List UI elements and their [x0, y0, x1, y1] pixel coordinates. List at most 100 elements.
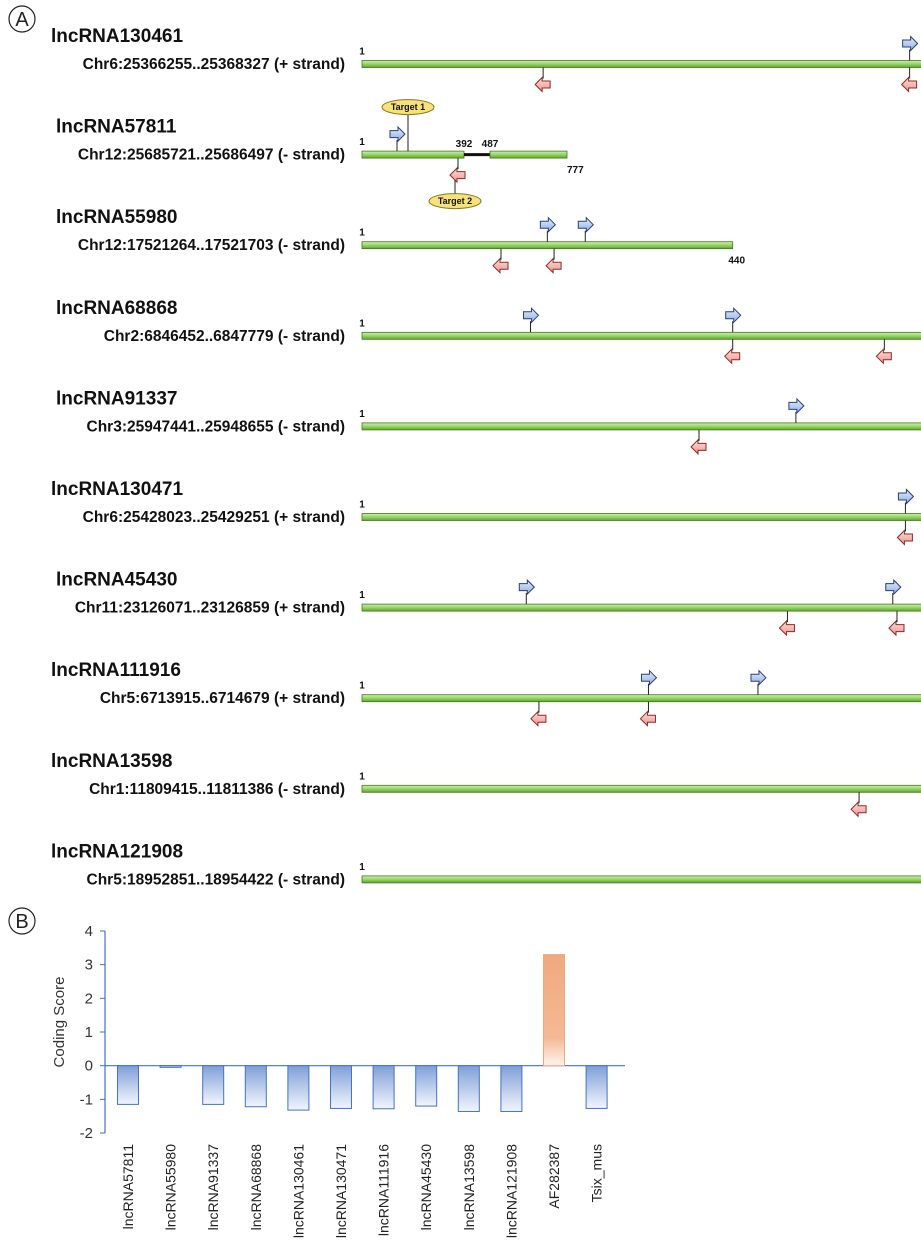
reverse-arrow-icon: [492, 257, 509, 274]
forward-arrow-icon: [902, 35, 919, 52]
transcript-coordinates: Chr2:6846452..6847779 (- strand): [104, 328, 345, 345]
transcript-bar: [361, 60, 921, 68]
bar: [287, 1065, 310, 1111]
transcript-bar: [361, 694, 921, 703]
transcript-name: lncRNA57811: [56, 117, 177, 138]
gap-start-label: 392: [456, 139, 473, 150]
x-category-label: Tsix_mus: [589, 1144, 605, 1202]
transcript-row: lncRNA91337 Chr3:25947441..25948655 (- st…: [56, 388, 921, 456]
y-tick-label: 3: [85, 957, 93, 974]
forward-arrow-icon: [640, 669, 658, 686]
transcript-name: lncRNA130461: [51, 26, 183, 47]
forward-arrow-icon: [523, 307, 540, 324]
forward-arrow-icon: [518, 578, 535, 596]
reverse-arrow-icon: [850, 801, 867, 818]
bar: [330, 1065, 352, 1109]
transcript-start-label: 1: [359, 681, 365, 692]
reverse-arrow-icon: [639, 710, 656, 727]
bar: [117, 1065, 139, 1105]
x-category-label: lncRNA55980: [163, 1144, 179, 1231]
panel-b-letter: B: [15, 911, 28, 933]
panel-a-letter: A: [15, 9, 29, 31]
transcript-name: lncRNA68868: [56, 298, 177, 319]
y-tick-label: 4: [85, 923, 93, 940]
transcript-row: lncRNA45430 Chr11:23126071..23126859 (+ s…: [56, 570, 921, 637]
reverse-arrow-icon: [690, 438, 707, 456]
reverse-arrow-icon: [723, 348, 741, 365]
y-tick-label: 1: [85, 1024, 93, 1041]
transcript-start-label: 1: [359, 318, 365, 329]
transcript-coordinates: Chr6:25366255..25368327 (+ strand): [83, 56, 345, 73]
transcript-row: lncRNA55980 Chr12:17521264..17521703 (- s…: [56, 207, 745, 274]
transcript-start-label: 1: [359, 771, 365, 782]
transcript-tracks: lncRNA130461 Chr6:25366255..25368327 (+ s…: [51, 26, 921, 888]
bar: [585, 1065, 608, 1109]
bar: [500, 1065, 523, 1112]
target-2-label: Target 2: [438, 196, 472, 206]
panel-b-label: B: [8, 907, 36, 935]
forward-arrow-icon: [389, 125, 406, 143]
x-category-label: AF282387: [546, 1144, 562, 1209]
reverse-arrow-icon: [888, 619, 905, 637]
transcript-bar: [361, 513, 921, 521]
transcript-row: lncRNA130471 Chr6:25428023..25429251 (+ s…: [51, 479, 921, 546]
transcript-name: lncRNA121908: [51, 841, 183, 862]
transcript-name: lncRNA91337: [56, 388, 177, 409]
transcript-row: lncRNA68868 Chr2:6846452..6847779 (- stra…: [56, 298, 921, 365]
exon-bar: [489, 150, 568, 159]
transcript-start-label: 1: [359, 47, 365, 58]
y-tick-label: -2: [80, 1125, 93, 1142]
transcript-bar: [361, 784, 921, 793]
transcript-bar: [361, 875, 921, 884]
transcript-end-label: 777: [567, 165, 584, 176]
transcript-start-label: 1: [359, 500, 365, 511]
transcript-row: lncRNA121908 Chr5:18952851..18954422 (- s…: [51, 841, 921, 888]
transcript-start-label: 1: [359, 228, 365, 239]
reverse-arrow-icon: [778, 619, 795, 637]
transcript-row: lncRNA57811 Chr12:25685721..25686497 (- s…: [56, 99, 584, 210]
transcript-name: lncRNA45430: [56, 570, 177, 591]
transcript-name: lncRNA111916: [51, 660, 181, 681]
bar: [457, 1065, 480, 1112]
transcript-coordinates: Chr6:25428023..25429251 (+ strand): [83, 509, 345, 526]
transcript-coordinates: Chr5:18952851..18954422 (- strand): [87, 871, 345, 888]
forward-arrow-icon: [725, 307, 742, 324]
reverse-arrow-icon: [545, 257, 562, 274]
transcript-start-label: 1: [359, 409, 365, 420]
exon-bar: [361, 150, 465, 159]
transcript-name: lncRNA130471: [51, 479, 183, 500]
reverse-arrow-icon: [896, 529, 913, 546]
reverse-arrow-icon: [900, 76, 918, 93]
y-tick-label: 2: [85, 990, 93, 1007]
target-1-ellipse: [381, 99, 435, 116]
forward-arrow-icon: [788, 397, 805, 415]
bar: [159, 1065, 182, 1068]
transcript-coordinates: Chr3:25947441..25948655 (- strand): [87, 418, 345, 435]
forward-arrow-icon: [750, 669, 767, 686]
transcript-start-label: 1: [359, 862, 365, 873]
forward-arrow-icon: [885, 578, 902, 596]
transcript-name: lncRNA55980: [56, 207, 177, 228]
x-category-label: lncRNA45430: [418, 1144, 434, 1231]
x-category-label: lncRNA68868: [248, 1144, 264, 1231]
x-category-label: lncRNA130471: [333, 1144, 349, 1238]
transcript-bar: [361, 603, 921, 612]
forward-arrow-icon: [577, 216, 594, 233]
transcript-bar: [361, 241, 734, 250]
bar: [202, 1065, 225, 1105]
reverse-arrow-icon: [449, 166, 466, 184]
transcript-name: lncRNA13598: [51, 751, 172, 772]
transcript-coordinates: Chr11:23126071..23126859 (+ strand): [75, 600, 345, 617]
coding-score-chart: 4 3 2 1 0 -1 -2 Coding Score lncRNA57811 lncRNA55…: [51, 923, 625, 1238]
transcript-row: lncRNA13598 Chr1:11809415..11811386 (- st…: [51, 751, 921, 818]
x-category-label: lncRNA57811: [120, 1144, 136, 1230]
y-tick-label: 0: [85, 1058, 93, 1075]
transcript-bar: [361, 422, 921, 431]
reverse-arrow-icon: [530, 710, 547, 727]
x-category-label: lncRNA111916: [376, 1144, 392, 1236]
panel-a-label: A: [8, 5, 36, 33]
transcript-row: lncRNA130461 Chr6:25366255..25368327 (+ s…: [51, 26, 921, 93]
reverse-arrow-icon: [875, 348, 892, 365]
transcript-bar: [361, 331, 921, 340]
